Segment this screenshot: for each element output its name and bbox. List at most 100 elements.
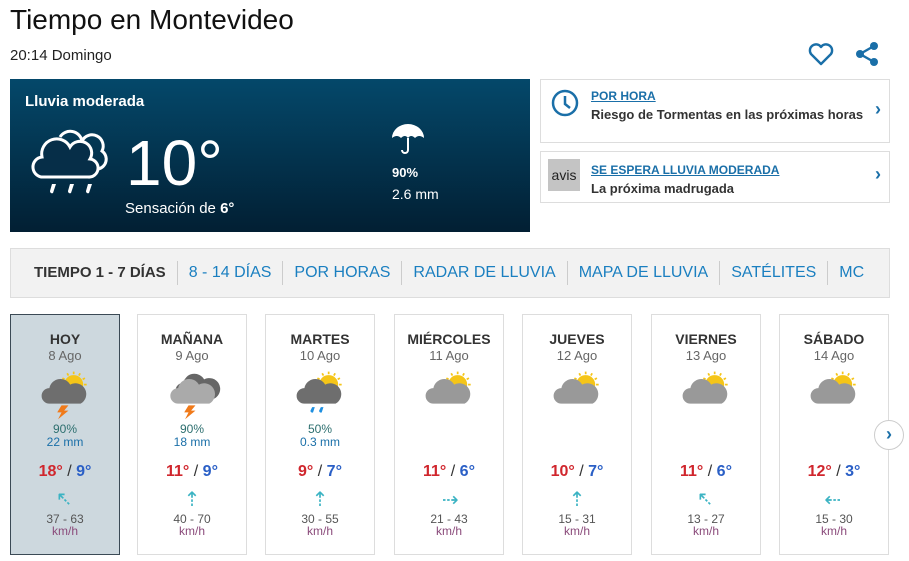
- avis-badge: avis: [548, 159, 580, 191]
- wind-unit: km/h: [178, 524, 205, 538]
- temperature-range: 18° / 9°: [38, 463, 92, 480]
- temperature-range: 11° / 6°: [423, 463, 475, 480]
- temperature-range: 9° / 7°: [298, 463, 342, 480]
- tab-rain-radar[interactable]: RADAR DE LLUVIA: [401, 261, 566, 285]
- rain-probability: [780, 423, 888, 436]
- wind-direction-icon: ⇡: [438, 491, 460, 509]
- min-temp: 3°: [845, 463, 861, 480]
- tab-1-7-days[interactable]: TIEMPO 1 - 7 DÍAS: [34, 264, 166, 281]
- min-temp: 7°: [588, 463, 604, 480]
- alert-warning[interactable]: avis SE ESPERA LLUVIA MODERADA La próxim…: [540, 151, 890, 203]
- rain-amount: 18 mm: [173, 435, 211, 449]
- feels-like-value: 6°: [220, 200, 235, 217]
- tab-satellites[interactable]: SATÉLITES: [719, 261, 827, 285]
- max-temp: 18°: [38, 463, 63, 480]
- feels-like: Sensación de 6°: [125, 200, 234, 217]
- cloud-sun-icon: [425, 371, 471, 404]
- alert-hourly[interactable]: POR HORA Riesgo de Tormentas en las próx…: [540, 79, 890, 143]
- day-date: 8 Ago: [48, 348, 82, 363]
- day-date: 13 Ago: [685, 348, 727, 363]
- day-date: 9 Ago: [175, 348, 209, 363]
- alert-link[interactable]: SE ESPERA LLUVIA MODERADA: [591, 163, 780, 177]
- day-card[interactable]: MIÉRCOLES 11 Ago 11° / 6° ⇡ 21 - 43 km/h: [394, 314, 504, 555]
- temperature-range: 11° / 6°: [680, 463, 732, 480]
- min-temp: 9°: [76, 463, 92, 480]
- max-temp: 11°: [680, 463, 704, 480]
- rain-amount: [523, 436, 631, 449]
- cloud-sun-icon: [810, 371, 856, 404]
- day-card[interactable]: MAÑANA 9 Ago 90% 18 mm 11° / 9° ⇡ 40 - 7…: [137, 314, 247, 555]
- clock-icon: [551, 89, 579, 117]
- min-temp: 6°: [716, 463, 732, 480]
- wind-unit: km/h: [51, 524, 78, 538]
- current-temperature: 10°: [126, 127, 223, 199]
- rain-probability: [652, 423, 760, 436]
- day-card[interactable]: MARTES 10 Ago 50% 0.3 mm 9° / 7° ⇡ 30 - …: [265, 314, 375, 555]
- rain-amount: [780, 436, 888, 449]
- page-title: Tiempo en Montevideo: [10, 4, 294, 35]
- rain-probability: 90%: [52, 422, 78, 436]
- min-temp: 9°: [202, 463, 218, 480]
- tab-more[interactable]: MC: [827, 261, 875, 285]
- storm-cloudy-icon: [170, 373, 221, 420]
- rain-amount: 2.6 mm: [392, 186, 439, 202]
- rain-probability: 90%: [179, 422, 205, 436]
- temperature-range: 10° / 7°: [550, 463, 604, 480]
- wind-unit: km/h: [306, 524, 333, 538]
- cloud-sun-icon: [553, 371, 599, 404]
- day-name: JUEVES: [549, 331, 605, 347]
- alert-link[interactable]: POR HORA: [591, 89, 656, 103]
- chevron-right-icon[interactable]: ›: [875, 99, 881, 119]
- tab-hourly[interactable]: POR HORAS: [282, 261, 401, 285]
- wind-direction-icon: ⇡: [692, 486, 720, 514]
- wind-direction-icon: ⇡: [183, 489, 201, 511]
- wind-unit: km/h: [563, 524, 590, 538]
- chevron-right-icon[interactable]: ›: [875, 164, 881, 184]
- temperature-range: 11° / 9°: [166, 463, 218, 480]
- wind-direction-icon: ⇡: [311, 489, 329, 511]
- day-name: MAÑANA: [160, 331, 224, 347]
- alert-text: La próxima madrugada: [591, 181, 735, 196]
- rain-sun-icon: [296, 371, 342, 413]
- wind-speed: 15 - 31: [558, 512, 596, 526]
- wind-unit: km/h: [820, 524, 847, 538]
- wind-speed: 30 - 55: [301, 512, 339, 526]
- rain-amount: [395, 436, 503, 449]
- wind-speed: 37 - 63: [46, 512, 84, 526]
- next-days-button[interactable]: ›: [874, 420, 904, 450]
- rain-amount: 22 mm: [46, 435, 84, 449]
- day-name: MIÉRCOLES: [407, 331, 491, 347]
- heart-icon[interactable]: [807, 40, 835, 68]
- cloud-sun-icon: [682, 371, 728, 404]
- datetime: 20:14 Domingo: [10, 47, 112, 64]
- day-card[interactable]: SÁBADO 14 Ago 12° / 3° ⇡ 15 - 30 km/h: [779, 314, 889, 555]
- rain-amount: [652, 436, 760, 449]
- tab-rain-map[interactable]: MAPA DE LLUVIA: [566, 261, 720, 285]
- day-name: SÁBADO: [803, 331, 865, 347]
- day-card[interactable]: VIERNES 13 Ago 11° / 6° ⇡ 13 - 27 km/h: [651, 314, 761, 555]
- wind-speed: 40 - 70: [173, 512, 211, 526]
- rain-amount: 0.3 mm: [299, 435, 340, 449]
- max-temp: 11°: [423, 463, 447, 480]
- day-card[interactable]: JUEVES 12 Ago 10° / 7° ⇡ 15 - 31 km/h: [522, 314, 632, 555]
- storm-sun-icon: [41, 371, 87, 420]
- day-date: 14 Ago: [813, 348, 855, 363]
- rain-probability: 90%: [392, 165, 419, 180]
- max-temp: 12°: [807, 463, 832, 480]
- day-date: 10 Ago: [299, 348, 341, 363]
- min-temp: 7°: [326, 463, 342, 480]
- wind-speed: 15 - 30: [815, 512, 853, 526]
- rain-probability: 50%: [307, 422, 333, 436]
- current-weather-card: Lluvia moderada 10° Sensación de 6° 90% …: [10, 79, 530, 232]
- share-icon[interactable]: [853, 40, 881, 68]
- min-temp: 6°: [459, 463, 475, 480]
- umbrella-icon: [392, 124, 424, 154]
- wind-direction-icon: ⇡: [568, 489, 586, 511]
- day-name: MARTES: [290, 331, 350, 347]
- rain-probability: [523, 423, 631, 436]
- day-card[interactable]: HOY 8 Ago 90% 22 mm 18° / 9° ⇡ 37 - 63 k…: [10, 314, 120, 555]
- cloud-rain-icon: [31, 129, 108, 194]
- tab-8-14-days[interactable]: 8 - 14 DÍAS: [176, 261, 283, 285]
- wind-speed: 21 - 43: [430, 512, 468, 526]
- day-name: VIERNES: [675, 331, 737, 347]
